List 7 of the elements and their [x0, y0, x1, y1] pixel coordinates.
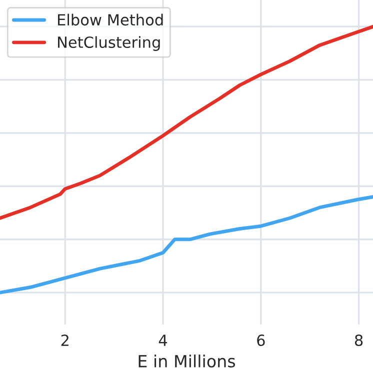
x-tick-label: 4	[158, 334, 168, 346]
legend-label: NetClustering	[58, 36, 160, 51]
x-tick-label: 6	[257, 334, 265, 346]
x-tick-label: 2	[61, 334, 68, 346]
legend-label: Elbow Method	[58, 14, 163, 26]
x-tick-label: 8	[354, 334, 363, 346]
x-axis-title: E in Millions	[138, 354, 236, 368]
